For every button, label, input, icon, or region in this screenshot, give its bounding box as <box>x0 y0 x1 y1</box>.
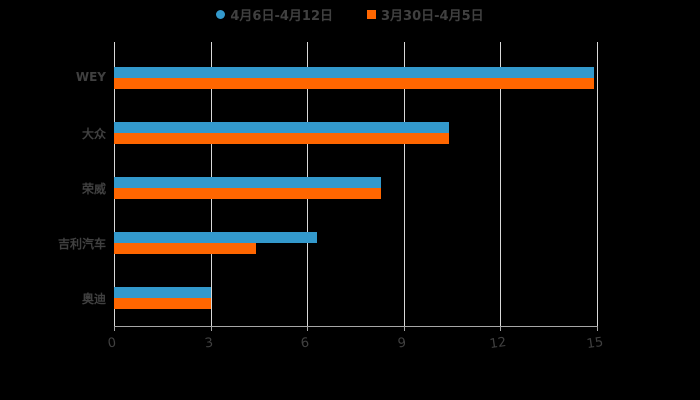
axis-tick <box>210 326 212 331</box>
legend-label: 3月30日-4月5日 <box>381 8 484 24</box>
axis-tick <box>403 326 405 331</box>
category-label: 荣威 <box>81 182 106 196</box>
x-tick-label: 12 <box>489 334 508 353</box>
legend-item-series2[interactable]: 3月30日-4月5日 <box>367 4 484 24</box>
bar-series2[interactable] <box>114 133 449 144</box>
gridline <box>597 42 598 327</box>
bar-series2[interactable] <box>114 188 382 199</box>
gridline <box>403 42 405 327</box>
x-tick-label: 0 <box>106 335 118 352</box>
bar-series1[interactable] <box>114 67 594 78</box>
legend-label: 4月6日-4月12日 <box>230 8 333 24</box>
chart-legend: 4月6日-4月12日 3月30日-4月5日 <box>0 4 700 24</box>
axis-tick <box>597 326 598 331</box>
x-axis-line <box>114 326 597 327</box>
legend-item-series1[interactable]: 4月6日-4月12日 <box>216 4 333 24</box>
category-label: 吉利汽车 <box>57 237 106 251</box>
axis-tick <box>307 326 309 331</box>
bar-series1[interactable] <box>114 287 211 298</box>
category-label: WEY <box>75 70 106 84</box>
bar-series1[interactable] <box>114 177 382 188</box>
bar-series2[interactable] <box>114 78 594 89</box>
gridline <box>500 42 502 327</box>
x-tick-label: 3 <box>203 335 214 352</box>
bar-series1[interactable] <box>114 232 317 243</box>
category-label: 奥迪 <box>81 292 106 306</box>
category-label: 大众 <box>81 127 106 141</box>
bar-series1[interactable] <box>114 122 449 133</box>
legend-swatch-orange <box>367 9 376 19</box>
x-tick-label: 15 <box>585 334 605 353</box>
axis-tick <box>500 326 502 331</box>
axis-tick <box>114 326 115 331</box>
x-tick-label: 6 <box>300 335 311 352</box>
bar-series2[interactable] <box>114 298 211 309</box>
bar-series2[interactable] <box>114 243 256 254</box>
x-tick-label: 9 <box>396 335 407 352</box>
legend-swatch-blue <box>216 9 226 19</box>
